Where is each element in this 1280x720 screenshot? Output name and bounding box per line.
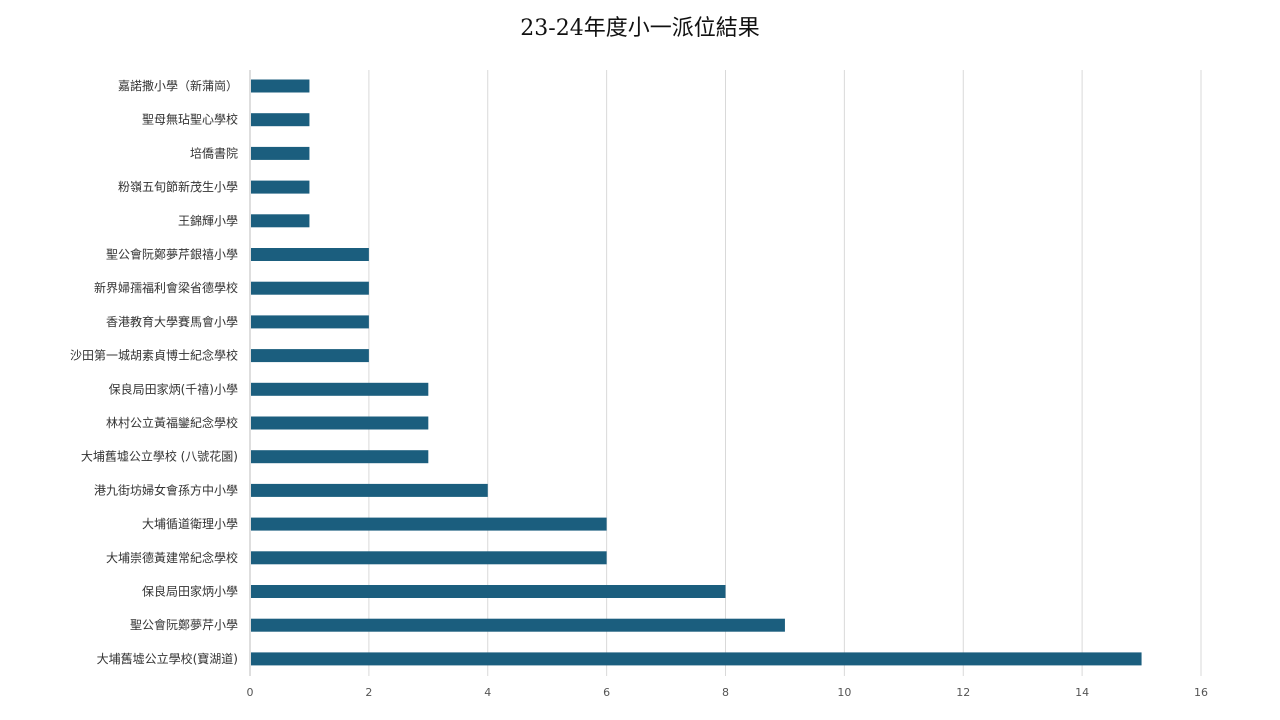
- bar: [251, 315, 369, 329]
- bar: [251, 146, 310, 160]
- bar: [251, 79, 310, 93]
- bar: [251, 281, 369, 295]
- bar: [251, 450, 429, 464]
- x-tick-label: 16: [1194, 686, 1208, 699]
- category-label: 新界婦孺福利會梁省德學校: [94, 280, 238, 295]
- bar: [251, 214, 310, 228]
- bar: [251, 416, 429, 430]
- category-label: 保良局田家炳(千禧)小學: [109, 381, 238, 396]
- category-label: 大埔舊墟公立學校(寶湖道): [97, 651, 238, 666]
- x-tick-label: 0: [247, 686, 254, 699]
- bar: [251, 618, 785, 632]
- category-label: 沙田第一城胡素貞博士紀念學校: [70, 348, 238, 363]
- category-label: 粉嶺五旬節新茂生小學: [118, 179, 238, 194]
- bars: [251, 79, 1142, 666]
- chart-title: 23-24年度小一派位結果: [520, 16, 760, 41]
- bar: [251, 248, 369, 261]
- category-label: 嘉諾撒小學（新蒲崗）: [118, 78, 238, 93]
- x-tick-label: 6: [603, 686, 610, 699]
- category-label: 保良局田家炳小學: [142, 584, 238, 599]
- grid-lines: [249, 70, 1202, 676]
- x-tick-label: 10: [837, 686, 851, 699]
- x-tick-label: 12: [956, 686, 970, 699]
- category-label: 聖公會阮鄭夢芹銀禧小學: [106, 247, 238, 262]
- bar: [251, 349, 369, 363]
- x-tick-label: 14: [1075, 686, 1089, 699]
- category-label: 大埔舊墟公立學校 (八號花園): [81, 449, 238, 464]
- bar: [251, 180, 310, 194]
- category-label: 培僑書院: [190, 145, 238, 160]
- x-tick-labels: 0 2 4 6 8 10 12 14 16: [247, 686, 1209, 699]
- category-label: 聖公會阮鄭夢芹小學: [130, 617, 238, 632]
- x-tick-label: 4: [484, 686, 491, 699]
- category-label: 大埔崇德黃建常紀念學校: [106, 550, 238, 565]
- category-labels: 嘉諾撒小學（新蒲崗） 聖母無玷聖心學校培僑書院粉嶺五旬節新茂生小學王錦輝小學聖公會…: [70, 78, 238, 666]
- category-label: 大埔循道衛理小學: [142, 517, 238, 531]
- bar: [251, 517, 607, 531]
- category-label: 香港教育大學賽馬會小學: [106, 314, 238, 329]
- category-label: 王錦輝小學: [178, 213, 238, 228]
- bar: [251, 551, 607, 565]
- bar: [251, 382, 429, 396]
- x-tick-label: 2: [365, 686, 372, 699]
- category-label: 林村公立黃福鑾紀念學校: [106, 415, 238, 430]
- category-label: 港九街坊婦女會孫方中小學: [94, 482, 238, 497]
- bar: [251, 652, 1142, 666]
- bar: [251, 585, 726, 598]
- x-tick-label: 8: [722, 686, 729, 699]
- bar: [251, 483, 488, 497]
- bar: [251, 113, 310, 127]
- category-label: 聖母無玷聖心學校: [142, 112, 238, 127]
